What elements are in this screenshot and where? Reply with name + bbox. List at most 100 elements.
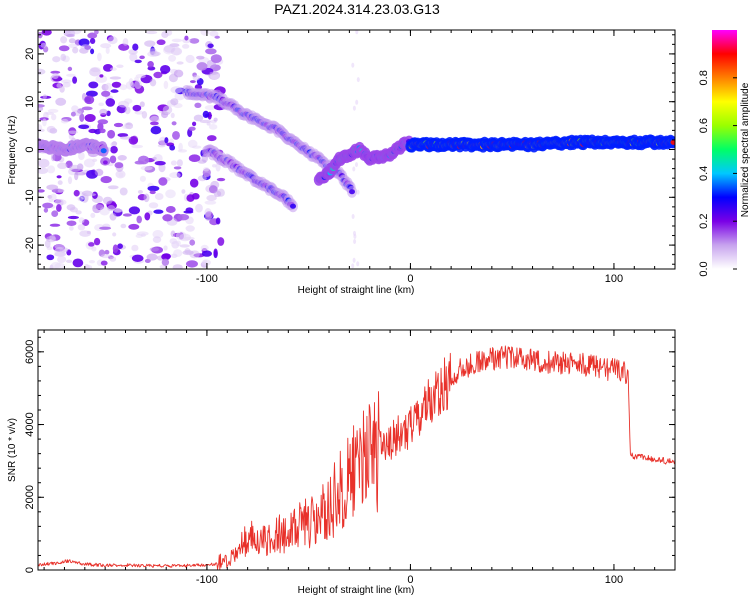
spectrogram-cell: [38, 128, 45, 133]
spectrogram-cell: [65, 259, 73, 264]
spectrogram-cell: [150, 121, 159, 126]
spectrogram-cell: [356, 261, 360, 267]
spectrogram-cell: [38, 68, 46, 75]
spectrogram-cell: [152, 230, 164, 239]
colorbar-label: Normalized spectral amplitude: [740, 82, 750, 217]
spectrogram-cell: [109, 76, 122, 80]
spectrogram-cell: [71, 105, 79, 112]
spectrogram-cell: [46, 125, 56, 133]
colorbar-ticks: 0.0 0.2 0.4 0.6 0.8: [698, 70, 737, 277]
spectrogram-cell: [134, 110, 144, 115]
spectrogram-cell: [46, 184, 59, 191]
spectrogram-cell: [109, 67, 117, 71]
spectrogram-cell: [188, 126, 196, 131]
spectrogram-cell: [196, 55, 205, 60]
spectrogram-cell: [89, 67, 101, 77]
y-tick-label: 2000: [24, 485, 36, 509]
spectrogram-cell: [144, 212, 151, 221]
spectrogram-cell: [355, 162, 358, 168]
spectrogram-cell: [51, 153, 56, 162]
spectrogram-cell: [61, 79, 72, 84]
spectrogram-cell: [215, 217, 221, 225]
spectrogram-cell: [100, 254, 111, 259]
spectrogram-cell: [351, 214, 355, 219]
spectrogram-cell: [120, 223, 127, 229]
spectrogram-cell: [176, 240, 181, 247]
spectrogram-cell: [72, 46, 79, 54]
spectrogram-cell: [119, 84, 128, 91]
spectrogram-cell: [139, 101, 145, 108]
x-tick-label: -100: [196, 273, 218, 285]
spectrogram-cell: [160, 64, 171, 74]
spectrogram-cell: [44, 240, 51, 248]
spectrogram-cell: [134, 80, 142, 89]
spectrogram-cell: [205, 48, 217, 55]
spectrogram-cell: [87, 32, 98, 39]
spectrogram-cell: [139, 55, 145, 60]
spectrogram-cell: [132, 43, 139, 51]
spectrogram-cell: [60, 53, 67, 62]
spectrogram-cell: [49, 234, 56, 241]
spectrogram-cell: [94, 168, 104, 177]
spectrogram-cell: [51, 261, 61, 269]
spectrogram-cell: [194, 102, 202, 109]
colorbar: 0.0 0.2 0.4 0.6 0.8 Normalized spectral ampl…: [698, 30, 750, 277]
spectrogram-cell: [179, 233, 192, 242]
spectrogram-cell: [42, 118, 47, 127]
y-tick-label: -20: [24, 237, 36, 253]
spectrogram-cell: [149, 115, 160, 124]
spectrogram-cell: [113, 122, 124, 128]
spectrogram-cell: [135, 74, 146, 79]
spectrogram-cell: [109, 212, 117, 221]
spectrogram-cell: [170, 86, 183, 94]
spectrogram-cell: [206, 194, 217, 202]
spectrogram-cell: [190, 80, 196, 84]
spectrogram-cell: [178, 142, 183, 152]
spectrogram-cell: [74, 171, 79, 181]
spectrogram-cell: [213, 248, 218, 257]
spectrogram-cell: [146, 253, 158, 261]
spectrogram-cell: [208, 124, 218, 130]
colorbar-tick-label: 0.0: [698, 261, 710, 276]
spectrogram-cell: [352, 105, 356, 111]
spectrogram-cell: [104, 249, 110, 255]
spectrogram-cell: [355, 99, 359, 105]
chart-title: PAZ1.2024.314.23.03.G13: [274, 1, 440, 17]
spectrogram-cell: [207, 135, 217, 142]
spectrogram-cell: [97, 52, 102, 62]
spectrogram-cell: [99, 206, 110, 216]
spectrogram-cell: [69, 207, 78, 213]
spectrogram-cell: [105, 98, 116, 107]
spectrogram-cell: [290, 203, 296, 209]
y-tick-label: 4000: [24, 412, 36, 436]
spectrogram-cell: [85, 90, 98, 97]
spectrogram-cell: [179, 244, 190, 248]
spectrogram-cell: [128, 136, 139, 145]
spectrogram-cell: [153, 209, 164, 214]
spectrogram-cell: [148, 202, 159, 209]
spectrogram-cell: [355, 30, 359, 35]
spectrogram-cell: [185, 54, 195, 64]
snr-line-layer: [38, 345, 675, 570]
spectrogram-cell: [99, 108, 108, 116]
spectrogram-cell: [67, 66, 73, 72]
spectrogram-cell: [163, 45, 176, 53]
spectrogram-cell: [107, 129, 116, 139]
spectrogram-cell: [38, 158, 50, 168]
spectrogram-cell: [57, 180, 63, 185]
spectrogram-cell: [79, 113, 85, 122]
spectrogram-cell: [42, 202, 54, 209]
spectrogram-cell: [670, 139, 675, 145]
spectrogram-cell: [72, 258, 84, 268]
spectrogram-cell: [110, 89, 119, 93]
spectrogram-cell: [156, 39, 166, 46]
spectrogram-cell: [38, 106, 44, 112]
spectrogram-cell: [112, 244, 119, 254]
spectrogram-cell: [110, 141, 117, 148]
spectrogram-cell: [187, 139, 198, 148]
spectrogram-cell: [99, 128, 106, 134]
spectrogram-cell: [177, 213, 190, 221]
spectrogram-cell: [169, 238, 178, 245]
spectrogram-cell: [184, 35, 189, 41]
spectrogram-cell: [134, 76, 140, 82]
